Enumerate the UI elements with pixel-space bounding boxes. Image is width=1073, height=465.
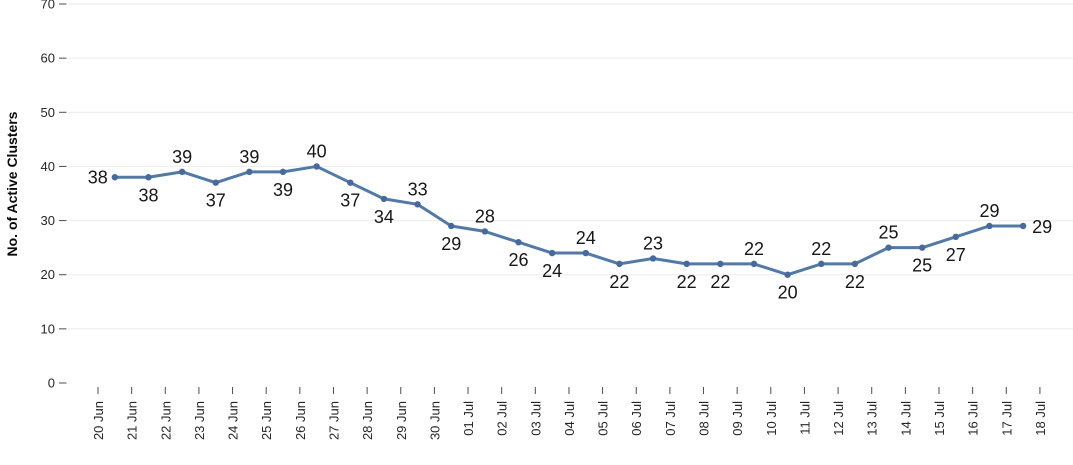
x-axis-tick-label: 25 Jun (259, 401, 274, 440)
data-point-marker (750, 260, 758, 268)
data-point-label: 22 (609, 272, 629, 292)
x-axis-tick-label: 20 Jun (91, 401, 106, 440)
data-point-marker (918, 244, 926, 251)
data-point-marker (818, 260, 825, 268)
data-point-marker (380, 195, 388, 203)
data-point-label: 39 (239, 147, 259, 167)
x-axis-tick-label: 14 Jul (898, 401, 913, 436)
x-axis-tick-label: 03 Jul (528, 401, 543, 436)
data-point-marker (111, 174, 119, 181)
y-axis-tick-label: 0 (48, 376, 55, 391)
data-point-label: 22 (811, 239, 831, 259)
x-axis-tick-label: 08 Jul (697, 401, 712, 436)
y-axis-title: No. of Active Clusters (4, 111, 20, 256)
x-axis-tick-label: 12 Jul (831, 401, 846, 436)
data-point-marker (616, 260, 623, 268)
data-series-line (113, 164, 1025, 277)
data-point-marker (986, 222, 993, 230)
data-point-marker (582, 249, 589, 257)
data-point-marker (717, 260, 724, 268)
data-point-label: 33 (408, 179, 428, 199)
data-point-label: 40 (307, 141, 327, 161)
data-point-label: 20 (778, 283, 798, 303)
data-point-marker (414, 201, 421, 208)
data-point-label: 28 (475, 206, 495, 226)
data-point-label: 22 (710, 272, 730, 292)
x-axis-tick-label: 28 Jun (360, 401, 375, 440)
data-point-label: 25 (879, 223, 899, 243)
data-point-label: 38 (138, 185, 158, 205)
y-axis-tick-label: 20 (41, 267, 55, 282)
data-point-label: 29 (441, 234, 461, 254)
x-axis-tick-label: 26 Jun (293, 401, 308, 440)
data-point-marker (515, 239, 522, 246)
x-axis-tick-label: 24 Jun (226, 401, 241, 440)
x-axis-tick-label: 02 Jul (495, 401, 510, 436)
data-point-label: 39 (172, 147, 192, 167)
y-axis-tick-label: 60 (41, 51, 55, 66)
data-point-marker (1019, 222, 1027, 230)
data-point-label: 22 (845, 272, 865, 292)
y-axis-tick-label: 50 (41, 105, 55, 120)
data-point-marker (448, 222, 455, 230)
data-point-label: 23 (643, 233, 663, 253)
data-point-label: 25 (912, 256, 932, 276)
data-point-label: 26 (508, 250, 528, 270)
x-axis-tick-label: 09 Jul (730, 401, 745, 436)
x-axis-tick-label: 04 Jul (562, 401, 577, 436)
data-point-label: 39 (273, 180, 293, 200)
data-point-marker (683, 260, 690, 268)
x-axis-tick-label: 21 Jun (125, 401, 140, 440)
data-point-label: 29 (1032, 217, 1052, 237)
x-axis-tick-label: 22 Jun (158, 401, 173, 440)
data-point-label: 37 (340, 191, 360, 211)
data-point-marker (784, 271, 791, 278)
data-point-marker (313, 163, 320, 170)
data-point-marker (246, 168, 253, 176)
data-point-label: 24 (576, 228, 596, 248)
data-point-marker (212, 179, 219, 186)
data-point-marker (885, 244, 892, 251)
x-axis-tick-label: 30 Jun (427, 401, 442, 440)
data-point-label: 34 (374, 207, 394, 227)
x-axis-tick-label: 17 Jul (999, 401, 1014, 436)
x-axis-tick-label: 01 Jul (461, 401, 476, 436)
y-axis-tick-label: 40 (41, 159, 55, 174)
x-axis-tick-label: 16 Jul (966, 401, 981, 436)
x-axis-tick-label: 23 Jun (192, 401, 207, 440)
x-axis-tick-label: 29 Jun (394, 401, 409, 440)
data-point-marker (952, 233, 960, 241)
x-axis-tick-label: 27 Jun (326, 401, 341, 440)
data-point-label: 24 (542, 261, 562, 281)
y-axis-tick-label: 10 (41, 321, 55, 336)
data-point-label: 22 (677, 272, 697, 292)
data-point-marker (851, 260, 859, 268)
data-point-label: 27 (946, 245, 966, 265)
data-point-label: 38 (88, 167, 108, 187)
data-point-marker (347, 179, 354, 186)
x-axis-tick-label: 05 Jul (596, 401, 611, 436)
data-point-marker (548, 249, 556, 257)
data-point-label: 22 (744, 239, 764, 259)
x-axis-tick-label: 11 Jul (797, 401, 812, 435)
x-axis-tick-label: 07 Jul (663, 401, 678, 436)
x-axis-tick-label: 13 Jul (865, 401, 880, 436)
data-point-label: 37 (206, 191, 226, 211)
data-point-marker (481, 228, 489, 235)
data-point-marker (178, 168, 186, 176)
x-axis-tick-label: 18 Jul (1033, 401, 1048, 436)
y-axis-tick-label: 30 (41, 213, 55, 228)
data-point-label: 29 (979, 201, 999, 221)
x-axis-tick-label: 10 Jul (764, 401, 779, 436)
y-axis-tick-label: 70 (41, 0, 55, 12)
x-axis-tick-label: 06 Jul (629, 401, 644, 436)
x-axis-tick-label: 15 Jul (932, 401, 947, 436)
data-point-marker (279, 168, 287, 176)
data-point-marker (145, 174, 152, 181)
data-point-marker (649, 255, 657, 262)
